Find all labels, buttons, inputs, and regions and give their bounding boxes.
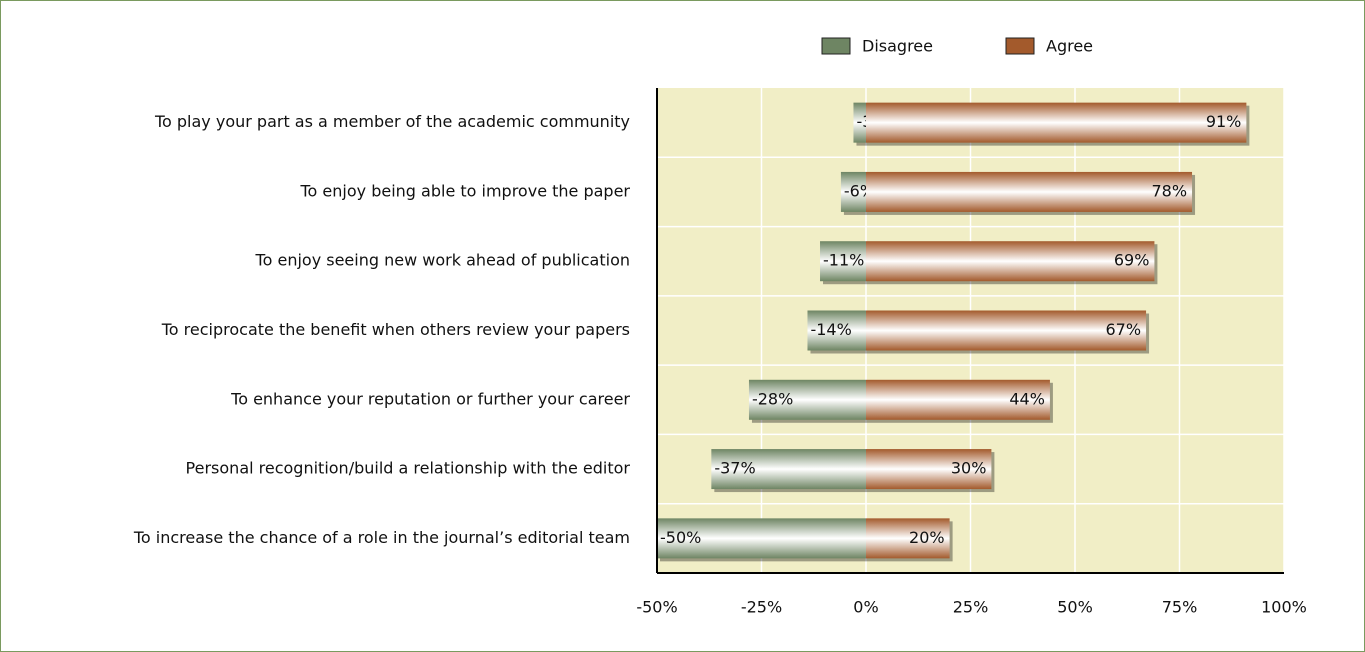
bar <box>748 379 866 420</box>
bar <box>866 171 1193 212</box>
value-label: 67% <box>1105 320 1141 339</box>
bar <box>657 518 866 559</box>
category-label: To enjoy seeing new work ahead of public… <box>255 251 630 270</box>
x-tick-label: 100% <box>1261 598 1307 617</box>
x-tick-label: 50% <box>1057 598 1093 617</box>
bar <box>866 379 1050 420</box>
bar <box>866 310 1147 351</box>
legend-swatch <box>1005 37 1035 55</box>
x-tick-label: -50% <box>636 598 677 617</box>
x-tick-label: 75% <box>1162 598 1198 617</box>
value-label: -50% <box>660 528 701 547</box>
legend-label: Disagree <box>862 37 933 56</box>
bar <box>866 518 950 559</box>
bar <box>866 241 1155 282</box>
category-label: To play your part as a member of the aca… <box>154 112 630 131</box>
value-label: -14% <box>810 320 851 339</box>
value-label: 20% <box>909 528 945 547</box>
value-label: 78% <box>1151 181 1187 200</box>
bar <box>840 171 866 212</box>
bar <box>866 102 1247 143</box>
bar <box>866 449 992 490</box>
category-label: Personal recognition/build a relationshi… <box>186 459 631 478</box>
category-label: To enjoy being able to improve the paper <box>300 181 631 200</box>
value-label: 69% <box>1114 251 1150 270</box>
category-label: To increase the chance of a role in the … <box>133 528 630 547</box>
value-label: 30% <box>951 459 987 478</box>
bar <box>711 449 866 490</box>
x-tick-label: 25% <box>953 598 989 617</box>
value-label: -28% <box>752 389 793 408</box>
legend-swatch <box>821 37 851 55</box>
x-tick-label: 0% <box>853 598 878 617</box>
value-label: -11% <box>823 251 864 270</box>
category-label: To enhance your reputation or further yo… <box>230 389 630 408</box>
value-label: 91% <box>1206 112 1242 131</box>
bar <box>853 102 866 143</box>
bar <box>820 241 866 282</box>
x-tick-label: -25% <box>741 598 782 617</box>
legend-label: Agree <box>1046 37 1093 56</box>
value-label: 44% <box>1009 389 1045 408</box>
bar <box>807 310 866 351</box>
category-label: To reciprocate the benefit when others r… <box>161 320 630 339</box>
value-label: -37% <box>714 459 755 478</box>
